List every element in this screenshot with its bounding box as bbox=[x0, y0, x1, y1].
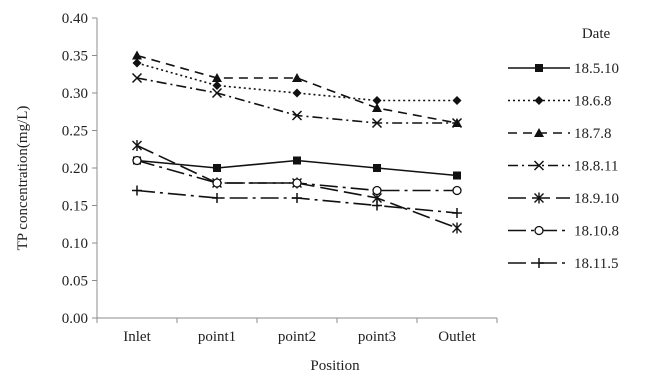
legend-item: 18.9.10 bbox=[508, 191, 619, 207]
data-point bbox=[451, 117, 463, 129]
legend-item: 18.7.8 bbox=[508, 126, 612, 142]
data-point bbox=[212, 193, 222, 203]
legend-marker bbox=[534, 258, 544, 268]
y-axis-label: TP concentration(mg/L) bbox=[15, 106, 31, 251]
data-point bbox=[371, 117, 383, 129]
legend-item: 18.11.5 bbox=[508, 256, 618, 272]
y-tick-label: 0.00 bbox=[62, 311, 88, 327]
legend-label: 18.11.5 bbox=[574, 256, 618, 272]
data-point bbox=[292, 193, 302, 203]
legend-label: 18.10.8 bbox=[574, 224, 619, 240]
data-point bbox=[372, 185, 382, 196]
series-18.6.8 bbox=[132, 58, 462, 105]
y-tick-label: 0.25 bbox=[62, 124, 88, 140]
data-point bbox=[292, 178, 302, 188]
legend-label: 18.7.8 bbox=[574, 126, 612, 142]
data-point bbox=[213, 164, 221, 172]
data-point bbox=[372, 103, 382, 112]
data-point bbox=[132, 58, 142, 68]
data-point bbox=[292, 73, 302, 82]
legend-label: 18.8.11 bbox=[574, 159, 618, 175]
x-tick-label: point3 bbox=[358, 329, 396, 345]
data-point bbox=[132, 140, 142, 151]
data-point bbox=[293, 156, 301, 165]
data-point bbox=[372, 96, 382, 105]
x-tick-label: Outlet bbox=[438, 329, 476, 345]
legend-item: 18.10.8 bbox=[508, 224, 619, 240]
data-point bbox=[132, 50, 142, 60]
x-axis-label: Position bbox=[310, 358, 360, 374]
y-tick-label: 0.35 bbox=[62, 49, 88, 65]
legend-marker bbox=[534, 225, 544, 236]
legend: Date 18.5.10 18.6.8 18.7.8 18.8.11 18.9.10 18.… bbox=[508, 26, 619, 272]
y-tick-label: 0.05 bbox=[62, 274, 88, 290]
legend-marker bbox=[534, 96, 544, 105]
y-tick-label: 0.30 bbox=[62, 86, 88, 102]
series-line bbox=[136, 62, 457, 102]
data-point bbox=[131, 72, 143, 84]
legend-label: 18.5.10 bbox=[574, 61, 619, 77]
y-axis: 0.00 0.05 0.10 0.15 0.20 0.25 0.30 0.35 0.40 bbox=[62, 11, 98, 327]
series-18.10.8 bbox=[132, 155, 462, 196]
data-point bbox=[212, 81, 222, 90]
y-tick-label: 0.15 bbox=[62, 199, 88, 215]
data-point bbox=[212, 73, 222, 82]
data-point bbox=[212, 178, 222, 188]
data-point bbox=[291, 110, 303, 121]
legend-label: 18.9.10 bbox=[574, 191, 619, 207]
x-tick-label: point1 bbox=[198, 329, 236, 345]
data-point bbox=[373, 164, 381, 172]
data-point bbox=[452, 208, 462, 218]
legend-item: 18.5.10 bbox=[508, 61, 619, 77]
x-tick-label: point2 bbox=[278, 329, 316, 345]
data-point bbox=[292, 88, 302, 98]
legend-item: 18.8.11 bbox=[508, 159, 618, 175]
data-point bbox=[132, 155, 142, 166]
series-18.11.5 bbox=[132, 185, 462, 218]
series-line bbox=[136, 54, 458, 124]
y-tick-label: 0.20 bbox=[62, 161, 88, 177]
x-axis: Inlet point1 point2 point3 Outlet bbox=[96, 317, 498, 345]
legend-marker bbox=[535, 64, 543, 72]
y-tick-label: 0.10 bbox=[62, 236, 88, 252]
data-point bbox=[452, 96, 462, 105]
legend-title: Date bbox=[582, 26, 611, 42]
series-18.8.11 bbox=[131, 72, 463, 129]
legend-marker bbox=[534, 192, 544, 204]
data-point bbox=[453, 171, 461, 180]
legend-marker bbox=[534, 128, 544, 137]
data-point bbox=[132, 185, 142, 196]
legend-label: 18.6.8 bbox=[574, 94, 612, 110]
data-point bbox=[211, 87, 223, 99]
data-point bbox=[372, 200, 382, 211]
data-point bbox=[452, 222, 462, 234]
legend-item: 18.6.8 bbox=[508, 94, 612, 110]
series-18.5.10 bbox=[133, 156, 461, 180]
legend-marker bbox=[533, 160, 545, 171]
y-tick-label: 0.40 bbox=[62, 11, 88, 27]
x-tick-label: Inlet bbox=[123, 329, 151, 345]
plot-area bbox=[131, 50, 463, 234]
data-point bbox=[452, 185, 462, 196]
